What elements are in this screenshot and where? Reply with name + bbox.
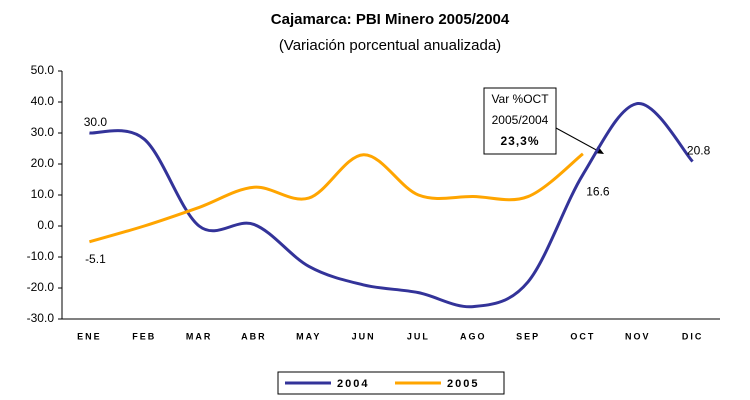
x-tick-label: SEP: [516, 331, 540, 341]
x-tick-label: NOV: [625, 331, 651, 341]
y-tick-label: 50.0: [31, 63, 55, 77]
annotation-text: 2005/2004: [492, 113, 549, 127]
annotation-text: 23,3%: [500, 134, 539, 148]
y-tick-label: 30.0: [31, 125, 55, 139]
legend-label: 2004: [337, 378, 369, 390]
chart-subtitle: (Variación porcentual anualizada): [279, 37, 501, 54]
line-series: [89, 152, 584, 244]
x-tick-label: DIC: [682, 331, 704, 341]
y-tick-label: -20.0: [27, 280, 55, 294]
y-tick-label: -10.0: [27, 249, 55, 263]
x-tick-label: AGO: [460, 331, 487, 341]
y-tick-label: 40.0: [31, 94, 55, 108]
annotation-arrow: [555, 127, 601, 153]
y-tick-label: 10.0: [31, 187, 55, 201]
x-tick-label: MAY: [296, 331, 321, 341]
y-tick-label: -30.0: [27, 311, 55, 325]
data-label: -5.1: [85, 252, 106, 266]
data-label: 20.8: [687, 144, 711, 158]
x-tick-label: FEB: [132, 331, 156, 341]
x-tick-label: ENE: [77, 331, 102, 341]
x-tick-label: JUN: [352, 331, 376, 341]
x-tick-label: JUL: [407, 331, 430, 341]
chart-title: Cajamarca: PBI Minero 2005/2004: [271, 11, 510, 28]
x-tick-label: MAR: [186, 331, 213, 341]
line-series: [89, 102, 694, 309]
y-tick-label: 0.0: [37, 218, 54, 232]
annotation-text: Var %OCT: [491, 92, 549, 106]
annotation-box: [483, 87, 557, 155]
x-tick-label: ABR: [241, 331, 267, 341]
data-label: 16.6: [586, 185, 610, 199]
legend-box: [277, 371, 505, 395]
y-tick-label: 20.0: [31, 156, 55, 170]
data-label: 30.0: [84, 115, 108, 129]
legend-label: 2005: [447, 378, 479, 390]
x-tick-label: OCT: [570, 331, 595, 341]
